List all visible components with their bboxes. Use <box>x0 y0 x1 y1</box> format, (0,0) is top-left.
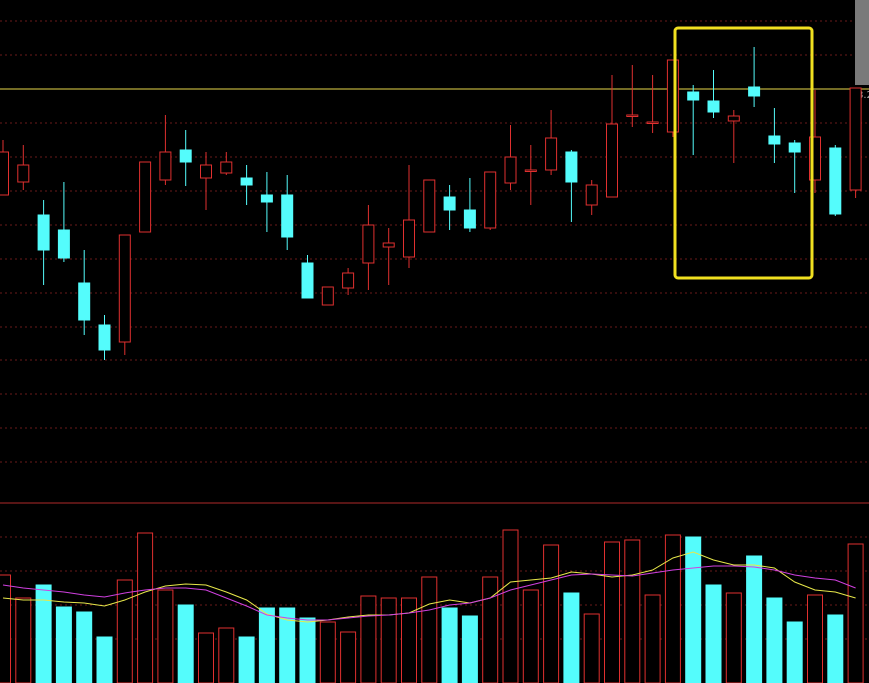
candle-body <box>423 179 436 233</box>
volume-bar <box>522 589 539 683</box>
candle-body <box>524 169 537 172</box>
candle-body <box>118 234 131 343</box>
candle-body <box>362 224 375 264</box>
candle-body <box>240 177 253 186</box>
candle-body <box>585 184 598 206</box>
candle-body <box>382 242 395 248</box>
volume-bar <box>604 541 620 683</box>
volume-bar <box>360 595 377 683</box>
candle-body <box>220 161 233 174</box>
candle-body <box>565 151 578 183</box>
candle-body <box>179 149 192 163</box>
volume-bar <box>340 631 357 683</box>
candle-body <box>260 194 273 203</box>
candle-body <box>139 161 152 233</box>
volume-bar <box>786 621 803 683</box>
volume-bar <box>218 627 235 683</box>
volume-bar <box>543 544 560 683</box>
candle-body <box>463 209 476 229</box>
volume-bar <box>137 532 154 683</box>
candle-body <box>78 282 91 321</box>
volume-bar <box>0 574 11 683</box>
volume-bar <box>461 615 478 683</box>
volume-bar <box>624 539 641 683</box>
volume-ma-line <box>2 565 856 621</box>
volume-bar <box>157 589 174 683</box>
volume-bar <box>380 597 397 683</box>
volume-bar <box>279 607 296 683</box>
volume-bar <box>502 529 519 683</box>
candle-body <box>748 86 761 97</box>
volume-bar <box>401 597 417 683</box>
candle-body <box>849 87 862 191</box>
reference-label: 8.2 <box>857 90 869 101</box>
candle-body <box>321 286 334 306</box>
volume-bar <box>644 594 661 683</box>
volume-bar <box>705 584 722 683</box>
volume-bar <box>299 617 316 683</box>
volume-bar <box>96 636 113 683</box>
volume-bar <box>583 613 600 683</box>
volume-ma-line <box>2 551 856 623</box>
candle-body <box>545 137 558 171</box>
candle-body <box>727 115 740 122</box>
candle-body <box>768 135 781 145</box>
volume-bar <box>441 607 458 683</box>
volume-bar <box>116 579 133 683</box>
volume-bar <box>685 536 702 683</box>
candle-body <box>37 214 50 251</box>
candle-body <box>403 219 415 258</box>
candle-body <box>484 171 497 229</box>
volume-bar <box>319 621 336 683</box>
candle-body <box>200 164 212 179</box>
volume-bar <box>15 597 32 683</box>
candle-body <box>788 142 801 153</box>
candle-body <box>443 196 456 211</box>
candle-body <box>626 114 639 117</box>
candle-body <box>0 151 9 196</box>
volume-bar <box>238 636 255 683</box>
volume-bar <box>35 584 52 683</box>
candle-body <box>17 164 30 183</box>
candle-body <box>809 136 821 181</box>
candle-body <box>687 91 700 101</box>
volume-bar <box>766 597 783 683</box>
candle-body <box>301 262 314 299</box>
candle-body <box>281 194 294 238</box>
candle-body <box>666 59 679 133</box>
volume-bar <box>563 592 580 683</box>
volume-bar <box>827 614 844 683</box>
candle-body <box>646 121 659 124</box>
volume-bar <box>198 632 214 683</box>
volume-bar <box>258 607 275 683</box>
volume-bar <box>746 555 763 683</box>
candle-body <box>707 100 720 113</box>
candle-body <box>159 151 172 181</box>
volume-bar <box>664 534 681 683</box>
marks: 8.2 <box>0 47 869 683</box>
volume-bar <box>55 606 72 683</box>
candle-body <box>504 156 517 184</box>
volume-bar <box>421 576 438 683</box>
highlight-box <box>673 26 814 280</box>
candle-body <box>98 324 111 351</box>
volume-bar <box>482 576 499 683</box>
volume-bar <box>76 611 93 683</box>
volume-bar <box>177 604 194 683</box>
candle-body <box>829 147 842 215</box>
volume-bar <box>807 594 823 683</box>
scrollbar <box>855 0 869 85</box>
volume-bar <box>725 592 742 683</box>
candle-body <box>57 229 70 259</box>
candle-body <box>342 272 355 289</box>
candle-body <box>606 123 618 198</box>
volume-bar <box>847 543 864 683</box>
